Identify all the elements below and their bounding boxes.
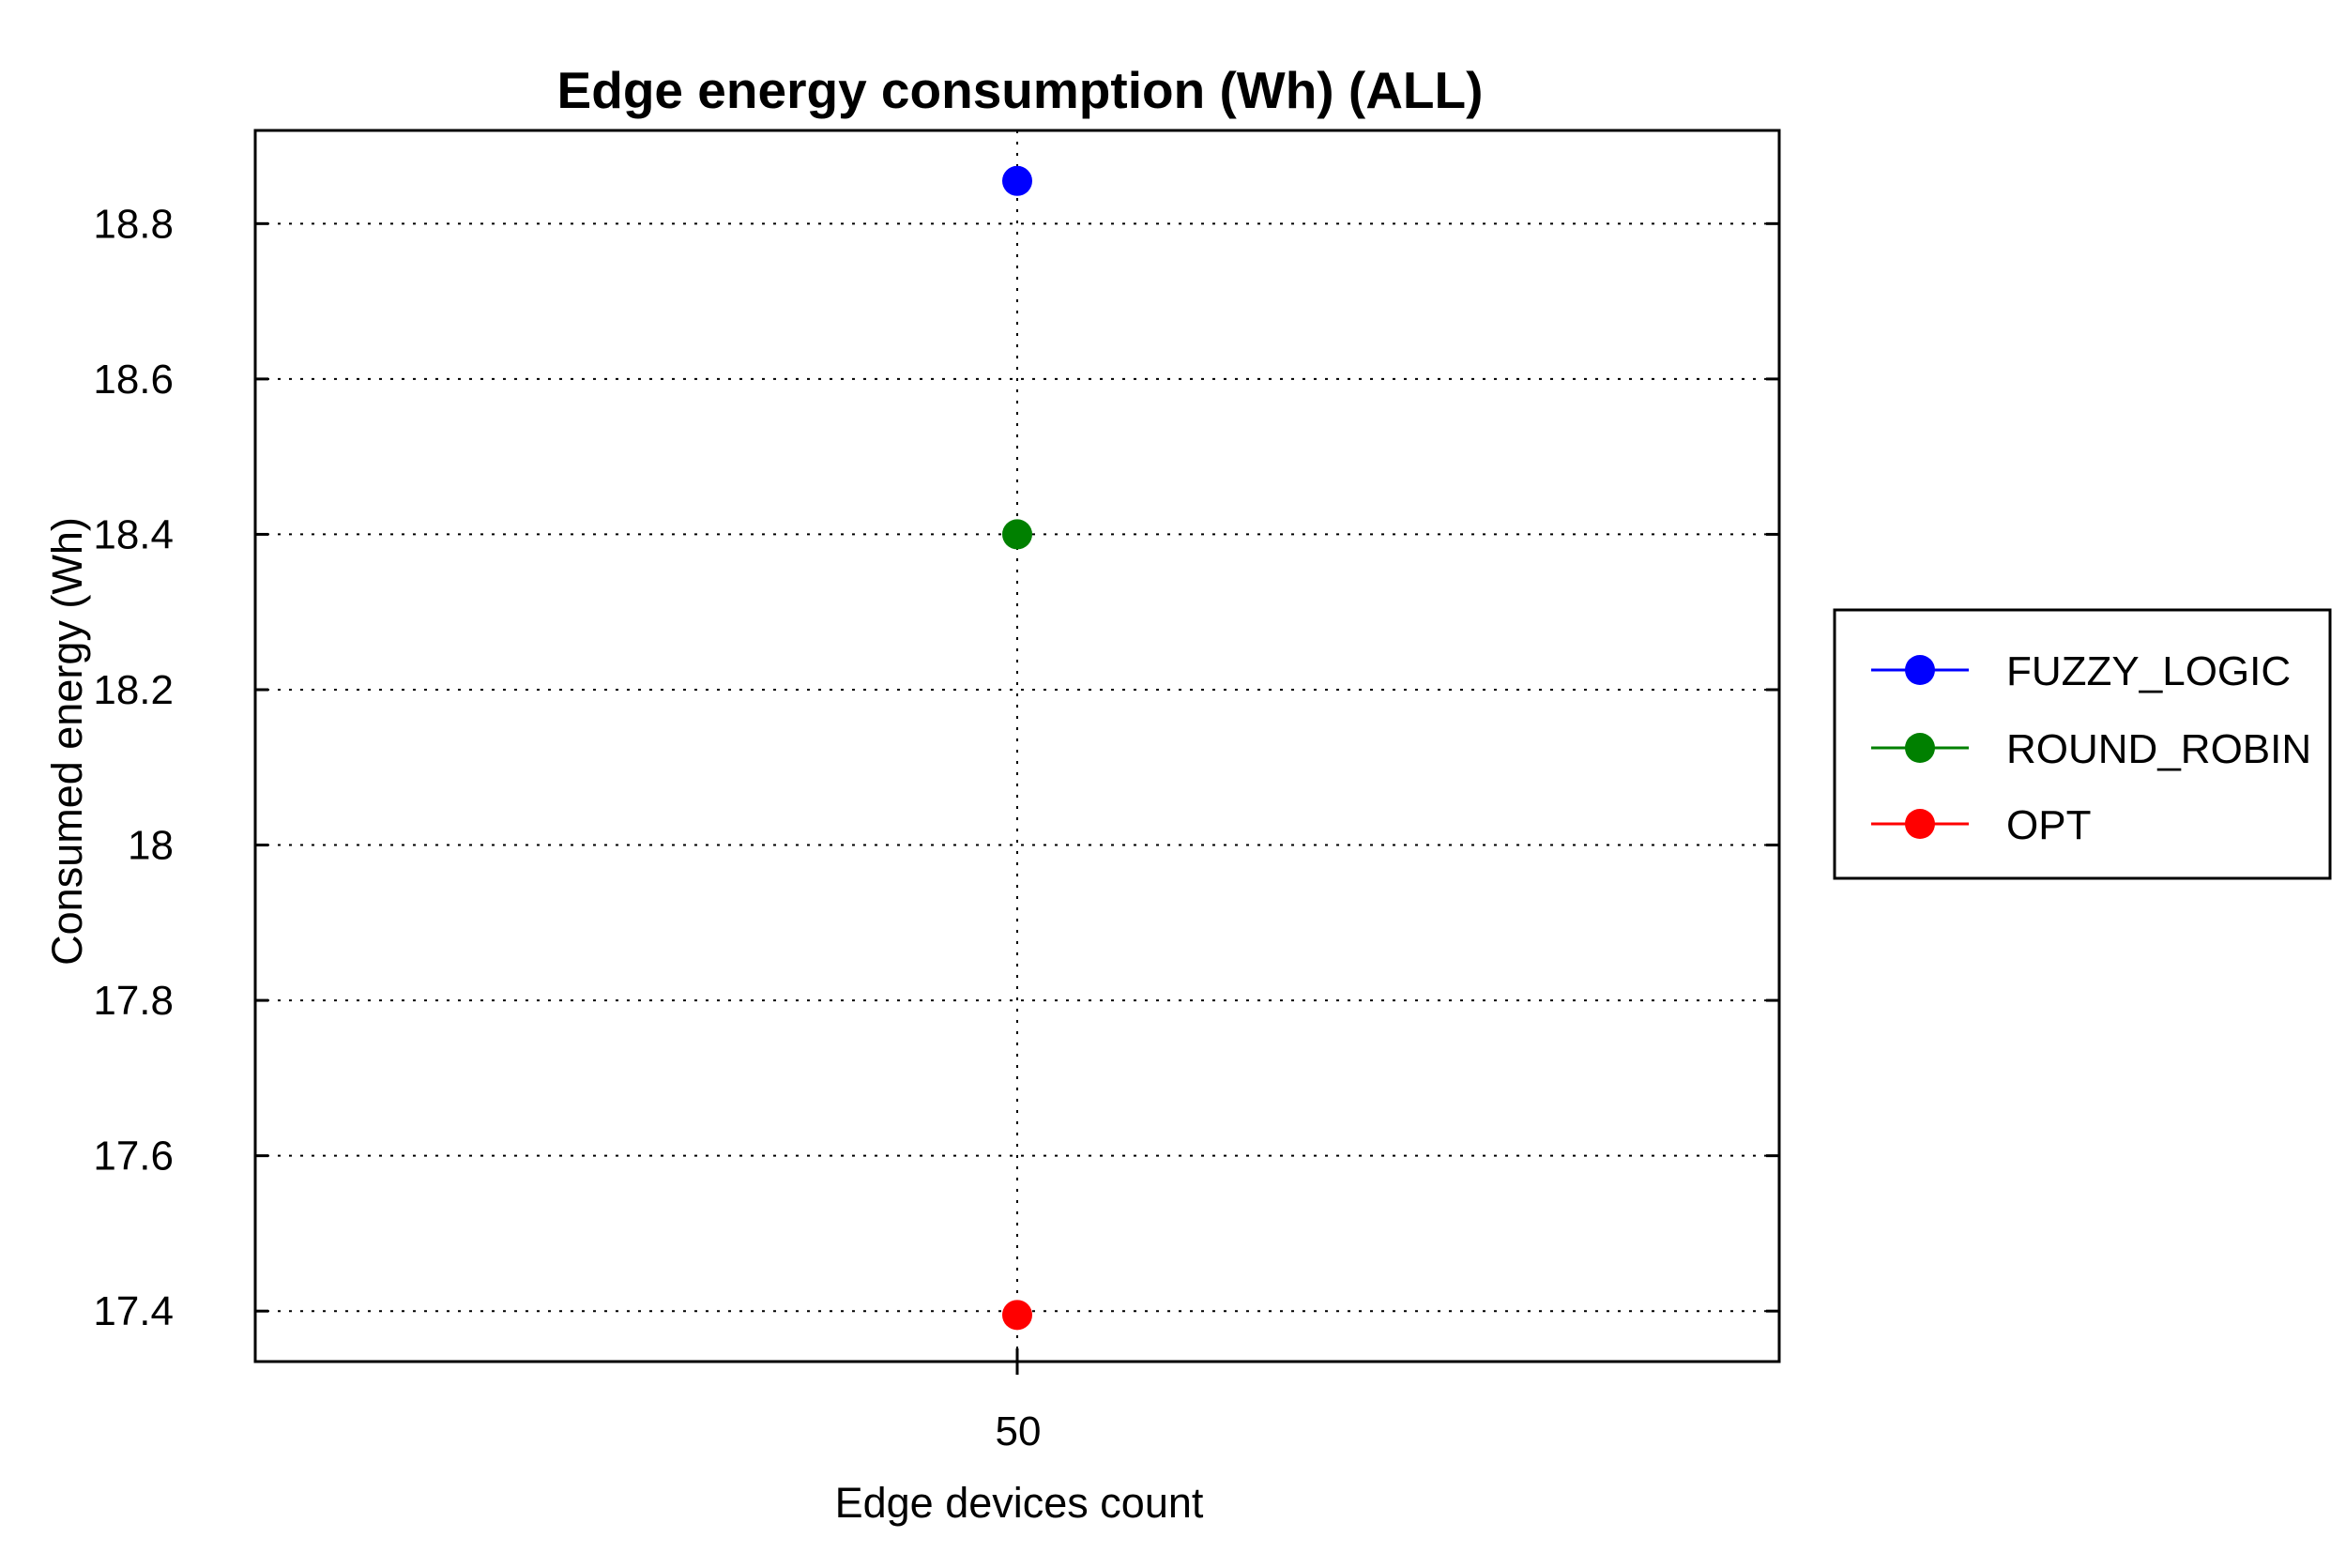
y-tick-label: 18.8 [93,201,174,247]
legend-marker [1905,655,1935,685]
plot-area-frame [253,129,1781,1363]
axis-ticks: 17.4 17.6 17.8 18 18.2 18.4 18.6 18.8 50 [93,201,1779,1454]
y-tick-label: 17.4 [93,1288,174,1334]
chart-title: Edge energy consumption (Wh) (ALL) [557,61,1484,119]
legend: FUZZY_LOGIC ROUND_ROBIN OPT [1833,608,2332,880]
legend-marker [1905,809,1935,839]
legend-marker [1905,733,1935,763]
x-tick-label: 50 [996,1408,1042,1454]
y-axis-label: Consumed energy (Wh) [43,517,91,966]
data-points [1002,165,1032,1331]
y-tick-label: 18.6 [93,357,174,403]
x-axis-label: Edge devices count [835,1479,1204,1527]
legend-label: OPT [2006,802,2091,848]
y-tick-label: 18.4 [93,511,174,557]
legend-label: FUZZY_LOGIC [2006,648,2291,694]
data-point [1002,165,1032,196]
y-tick-label: 18 [128,823,174,869]
data-point [1002,1300,1032,1331]
y-tick-label: 17.8 [93,978,174,1024]
data-point [1002,519,1032,550]
y-tick-label: 17.6 [93,1134,174,1180]
y-tick-label: 18.2 [93,667,174,713]
grid-lines [255,130,1779,1362]
legend-label: ROUND_ROBIN [2006,726,2311,772]
